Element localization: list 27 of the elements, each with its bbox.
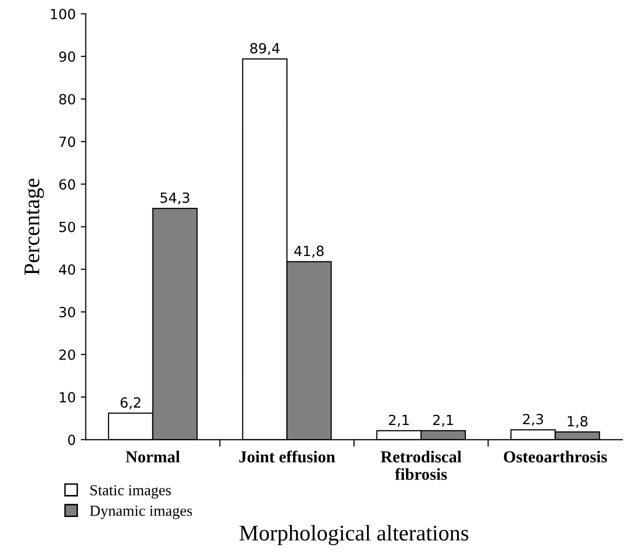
y-tick-label: 10 [60,392,76,403]
y-tick-label: 100 [51,8,76,20]
x-axis-title: Morphological alterations [240,524,468,546]
y-tick-label: 30 [59,306,76,318]
y-tick-label: 0 [68,434,76,446]
y-tick-label: 20 [59,349,76,360]
y-tick-label: 90 [59,51,76,62]
data-label: 6,2 [120,397,140,410]
y-axis-title: Percentage [24,178,44,275]
x-tick-label: Joint effusion [239,450,336,463]
data-label: 1,8 [568,416,588,428]
y-tick-label: 50 [59,222,76,232]
x-tick-label: Normal [126,450,180,462]
data-label: 2,1 [433,414,453,427]
data-label: 2,3 [523,414,544,426]
data-label: 54,3 [160,192,190,204]
y-tick-label: 70 [59,136,76,148]
data-label: 41,8 [294,246,324,258]
y-tick-label: 60 [59,179,76,190]
y-tick-label: 80 [59,94,76,104]
y-tick-label: 40 [59,264,76,275]
x-tick-label: Retrodiscal fibrosis [380,450,462,480]
data-label: 89,4 [250,42,280,55]
legend-label: Dynamic images [90,506,192,520]
x-tick-label: Osteoarthrosis [504,450,607,462]
legend-label: Static images [90,485,171,499]
data-label: 2,1 [388,414,409,427]
